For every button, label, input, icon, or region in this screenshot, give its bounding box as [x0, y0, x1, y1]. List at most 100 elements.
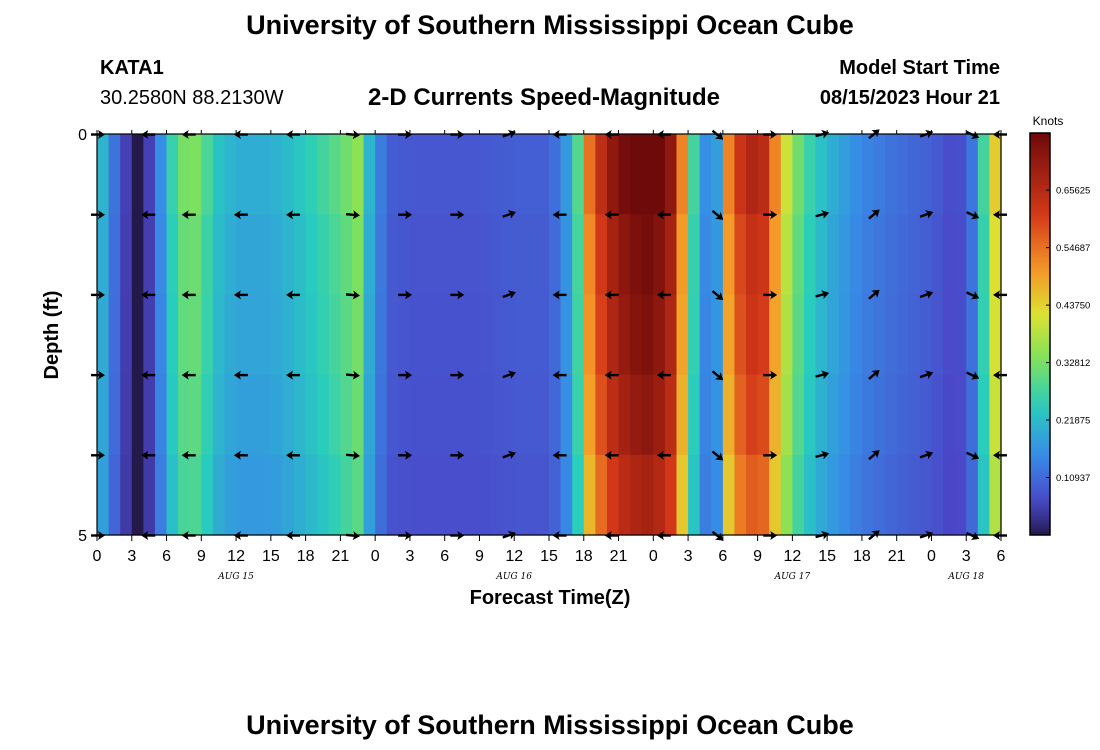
- heatmap-cell: [456, 454, 469, 536]
- heatmap-cell: [514, 294, 527, 376]
- heatmap-cell: [363, 454, 376, 536]
- heatmap-cell: [491, 374, 504, 456]
- current-vector: [286, 210, 300, 220]
- heatmap-cell: [491, 134, 504, 215]
- chart-axes: 0 3 6 9 12 15 18 21 0 3 6 9 12 15 18 21 0 3 6 9 12 15 18 21 0 3 6 A…: [78, 127, 1005, 582]
- heatmap-cell: [966, 214, 979, 295]
- x-tick-label: 9: [197, 548, 206, 565]
- heatmap-cell: [746, 374, 759, 456]
- colorbar-tick-label: 0.32812: [1056, 358, 1090, 369]
- current-vector: [815, 210, 830, 219]
- colorbar-tick-label: 0.43750: [1056, 301, 1090, 312]
- heatmap-cell: [201, 294, 214, 376]
- heatmap-cell: [178, 214, 191, 295]
- heatmap-cell: [340, 454, 353, 536]
- heatmap-cell: [560, 454, 573, 536]
- heatmap-cell: [769, 214, 782, 295]
- heatmap-cell: [734, 454, 747, 536]
- x-tick-label: 18: [575, 548, 593, 565]
- heatmap-cell: [375, 134, 388, 215]
- heatmap-cell: [444, 134, 457, 215]
- heatmap-cell: [919, 454, 933, 536]
- current-vector: [502, 290, 516, 299]
- heatmap-cell: [676, 374, 689, 456]
- current-vector: [656, 210, 671, 220]
- heatmap-cell: [780, 214, 793, 295]
- current-vector: [868, 369, 880, 380]
- current-vector: [919, 290, 934, 299]
- heatmap-cell: [919, 294, 933, 376]
- heatmap-cell: [259, 374, 272, 456]
- day-label: AUG 17: [774, 572, 811, 582]
- heatmap-cell: [351, 294, 365, 376]
- current-vector: [552, 210, 567, 220]
- heatmap-cell: [259, 454, 272, 536]
- current-vector: [604, 290, 619, 300]
- current-vector: [763, 370, 778, 380]
- heatmap-cell: [780, 134, 793, 215]
- heatmap-cell: [236, 454, 249, 536]
- heatmap-cell: [618, 294, 631, 376]
- current-vector: [141, 450, 156, 460]
- heatmap-cell: [444, 454, 457, 536]
- heatmap-cell: [247, 134, 260, 215]
- heatmap-cell: [861, 294, 875, 376]
- heatmap-cell: [421, 214, 434, 295]
- heatmap-cell: [514, 214, 527, 295]
- heatmap-cell: [688, 214, 701, 295]
- current-vector: [233, 450, 248, 460]
- heatmap-cell: [885, 454, 898, 536]
- current-vector: [711, 370, 724, 381]
- heatmap-cell: [340, 134, 353, 215]
- x-tick-label: 21: [331, 548, 349, 565]
- model-start-label: Model Start Time: [839, 57, 1000, 79]
- heatmap-cell: [931, 454, 944, 536]
- heatmap-cell: [491, 214, 504, 295]
- heatmap-cell: [885, 294, 898, 376]
- x-tick-label: 12: [505, 548, 523, 565]
- heatmap-cell: [943, 454, 956, 536]
- heatmap-cell: [688, 454, 701, 536]
- heatmap-cell: [954, 454, 967, 536]
- heatmap-cell: [746, 134, 759, 215]
- heatmap-cell: [641, 134, 654, 215]
- colorbar-tick-label: 0.65625: [1056, 186, 1090, 197]
- heatmap-cell: [699, 214, 712, 295]
- heatmap-cell: [189, 374, 202, 456]
- x-tick-label: 21: [888, 548, 906, 565]
- heatmap-cell: [688, 294, 701, 376]
- heatmap-cell: [618, 214, 631, 295]
- heatmap-cell: [236, 214, 249, 295]
- heatmap-cell: [282, 454, 295, 536]
- heatmap-cell: [375, 374, 388, 456]
- heatmap-cell: [595, 134, 608, 215]
- heatmap-cell: [143, 454, 156, 536]
- heatmap-cell: [757, 454, 770, 536]
- heatmap-cell: [583, 134, 596, 215]
- heatmap-cell: [850, 134, 863, 215]
- heatmap-cell: [131, 454, 144, 536]
- x-tick-label: 15: [818, 548, 836, 565]
- heatmap-cell: [641, 294, 654, 376]
- heatmap-cell: [861, 134, 875, 215]
- heatmap-cell: [398, 134, 411, 215]
- current-vector: [815, 370, 830, 380]
- heatmap-cell: [294, 374, 307, 456]
- heatmap-cell: [178, 374, 191, 456]
- current-vector: [868, 289, 880, 300]
- heatmap-cell: [514, 134, 527, 215]
- heatmap-cell: [166, 294, 179, 376]
- colorbar-tick-label: 0.10937: [1056, 473, 1090, 484]
- heatmap-cell: [479, 214, 492, 295]
- heatmap-cell: [943, 134, 956, 215]
- heatmap-cell: [479, 374, 492, 456]
- heatmap-cell: [166, 454, 179, 536]
- heatmap-cell: [606, 454, 620, 536]
- heatmap-cell: [328, 454, 341, 536]
- heatmap-cell: [537, 214, 550, 295]
- heatmap-cell: [363, 214, 376, 295]
- heatmap-cell: [224, 374, 237, 456]
- current-vector: [919, 450, 934, 460]
- heatmap-cell: [166, 134, 179, 215]
